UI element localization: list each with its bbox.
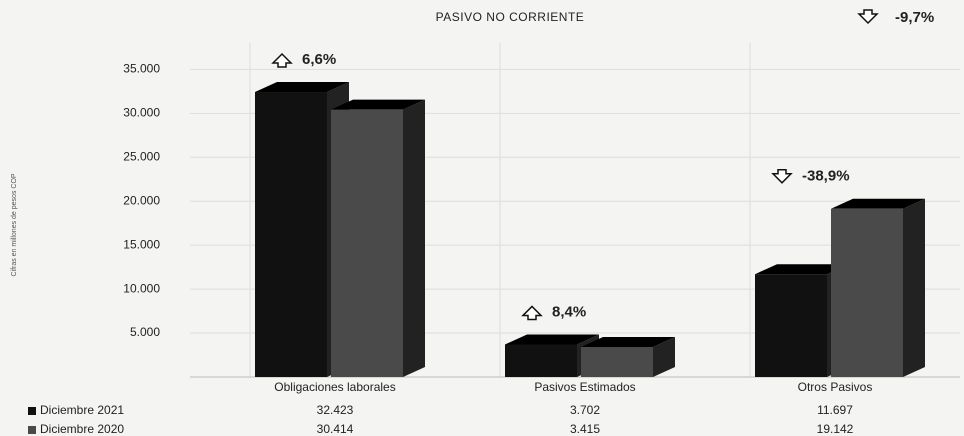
annotation: -38,9% [802,168,850,185]
legend-label: Diciembre 2021 [40,403,124,417]
arrow-icon [271,52,293,68]
arrow-icon [771,169,793,184]
y-tick-label: 10.000 [123,281,160,295]
bar-top [581,336,675,347]
y-tick-label: 15.000 [123,237,160,251]
y-tick-label: 25.000 [123,149,160,163]
bar [255,92,327,378]
bar-top [831,198,925,209]
y-tick-label: 5.000 [130,325,160,339]
table-value: 3.702 [570,403,600,417]
x-tick-label: Pasivos Estimados [534,380,635,394]
table-value: 30.414 [317,422,354,436]
arrow-icon [857,9,879,25]
annotation: 6,6% [302,51,336,68]
y-axis-label: Cifras en millones de pesos COP [11,173,18,276]
bar-top [505,334,599,345]
bar-top [755,264,849,275]
total-change: -9,7% [895,9,934,26]
table-value: 32.423 [317,403,354,417]
chart-title: PASIVO NO CORRIENTE [436,10,585,24]
bar [331,109,403,378]
table-value: 11.697 [817,403,853,417]
legend-swatch [28,426,36,434]
legend-label: Diciembre 2020 [40,422,124,436]
bar-side [653,336,675,377]
table-value: 19.142 [817,422,854,436]
x-tick-label: Otros Pasivos [798,380,873,394]
bar [581,346,653,377]
bar [755,274,827,377]
y-tick-label: 30.000 [123,105,160,119]
table-value: 3.415 [570,422,600,436]
bar [831,208,903,377]
bar-top [255,82,349,93]
annotation: 8,4% [552,303,586,320]
y-tick-label: 20.000 [123,193,160,207]
x-tick-label: Obligaciones laborales [274,380,395,394]
bar-top [331,99,425,110]
bar-side [903,198,925,377]
bar [505,344,577,377]
arrow-icon [521,305,543,321]
bar-side [403,99,425,378]
y-tick-label: 35.000 [123,62,160,76]
legend-swatch [28,407,36,415]
